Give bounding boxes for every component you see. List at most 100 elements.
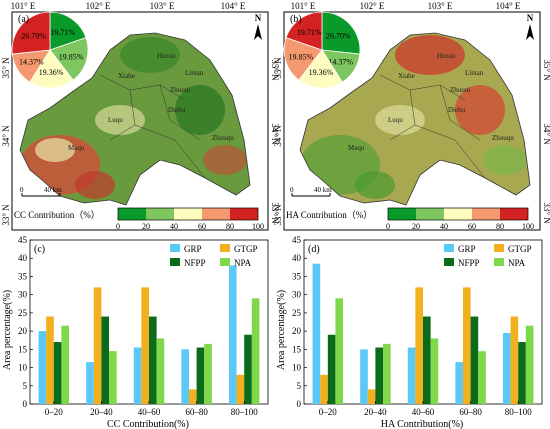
- map-a-legend-tick-60: 60: [198, 222, 206, 231]
- chart-c-xtick-label-1: 0–20: [45, 407, 64, 417]
- map-b-lon-tick-3: 103° E: [428, 1, 453, 11]
- chart-c-bar-grp-4: [181, 349, 189, 404]
- chart-c-bar-npa-5: [251, 298, 260, 404]
- map-b-legend-tick-40: 40: [440, 222, 448, 231]
- map-b-pie-label-5: 19.71%: [297, 28, 322, 37]
- chart-d-legend-swatch-npa: [494, 258, 504, 266]
- map-a-place-5: Luqu: [108, 116, 123, 124]
- map-b-place-3: Lintan: [465, 69, 484, 77]
- chart-d-legend-label-grp: GRP: [458, 244, 476, 254]
- chart-c-ytick-label: 30: [18, 290, 28, 300]
- map-a-legend-tick-40: 40: [170, 222, 178, 231]
- map-a-colorbar: [117, 207, 259, 221]
- chart-c-bar-npa-4: [204, 343, 212, 404]
- chart-d-bar-nfpp-3: [423, 316, 431, 404]
- chart-d-bar-npa-3: [430, 338, 439, 404]
- chart-d-ytick-label: 15: [292, 344, 302, 354]
- chart-d-ytick-label: 5: [297, 381, 302, 391]
- chart-c-bar-gtgp-1: [46, 316, 54, 404]
- map-b-place-1: Hezuo: [437, 52, 456, 60]
- chart-c-bar-nfpp-5: [244, 334, 252, 404]
- chart-d-bar-grp-4: [455, 362, 463, 404]
- chart-c-bar-npa-1: [61, 325, 70, 404]
- chart-d-bar-gtgp-4: [462, 287, 471, 404]
- map-a-pie-slice-2: [49, 37, 89, 81]
- map-panel-a: 101° E 102° E 103° E 104° E 35° N 34° N …: [1, 1, 280, 231]
- map-a-legend-tick-100: 100: [252, 222, 264, 231]
- chart-c-bar-grp-2: [86, 362, 94, 404]
- chart-c-bar-gtgp-5: [236, 374, 245, 404]
- chart-d-legend-label-gtgp: GTGP: [508, 244, 532, 254]
- chart-d-legend-swatch-grp: [444, 244, 454, 252]
- chart-c-bar-gtgp-2: [93, 287, 102, 404]
- map-a-scale-zero: 0: [20, 186, 24, 194]
- chart-d-legend-label-nfpp: NFPP: [458, 258, 480, 268]
- chart-c-ytick-label: 40: [18, 253, 28, 263]
- map-b-lat-right-tick-3: 33° N: [542, 202, 550, 224]
- map-b-pie-label-2: 14.37%: [328, 58, 353, 67]
- chart-c-bar-gtgp-3: [141, 287, 149, 404]
- map-b-colorbar-80-100: [500, 208, 528, 220]
- map-a-colorbar-40-60: [174, 208, 202, 220]
- chart-c-bar-grp-3: [133, 347, 142, 404]
- chart-c-legend-swatch-npa: [220, 258, 230, 266]
- chart-c-bar-nfpp-4: [196, 347, 205, 404]
- chart-d-ytick-label: 0: [297, 399, 302, 409]
- map-a-lon-tick-4: 104° E: [221, 1, 246, 11]
- map-panel-b: 101° E 102° E 103° E 104° E 35° N 34° N …: [273, 1, 550, 231]
- map-a-pie-label-2: 19.85%: [59, 52, 84, 61]
- chart-d-bar-npa-1: [335, 298, 344, 404]
- map-b-pie-label-1: 26.70%: [326, 31, 351, 40]
- map-a-lat-right-tick-1: 35° N: [270, 59, 280, 81]
- map-b-lat-tick-3: 33° N: [273, 204, 283, 226]
- map-b-lat-tick-1: 35° N: [273, 57, 283, 79]
- chart-d-bar-npa-5: [525, 325, 534, 404]
- chart-d-bar-grp-3: [407, 347, 416, 404]
- chart-c-legend-swatch-nfpp: [170, 258, 180, 266]
- chart-c-xtick-label-2: 20–40: [90, 407, 113, 417]
- map-a-lat-right-tick-2: 34° N: [270, 123, 280, 145]
- map-b-scale-zero: 0: [290, 186, 294, 194]
- chart-d-bar-nfpp-4: [470, 316, 479, 404]
- map-a-colorbar-0-20: [118, 208, 146, 220]
- bar-chart-d: Area percentage(%) HA Contribution(%) 0 5…: [276, 235, 543, 429]
- chart-c-bar-npa-3: [156, 338, 165, 404]
- chart-d-xtick-label-5: 80–100: [505, 407, 533, 417]
- map-b-county-lines: [379, 74, 486, 179]
- map-a-boundary: [19, 32, 251, 206]
- map-b-place-5: Luqu: [388, 116, 403, 124]
- map-a-lon-tick-2: 102° E: [86, 1, 111, 11]
- map-b-pie-slice-1: [321, 11, 361, 55]
- map-b-lat-right-tick-2: 34° N: [542, 123, 550, 145]
- map-a-legend-title: CC Contribution（%）: [14, 210, 100, 220]
- bar-chart-c: Area percentage(%) CC Contribution(%) 0 5…: [2, 235, 269, 429]
- map-a-colorbar-80-100: [230, 208, 258, 220]
- chart-d-xtick-label-1: 0–20: [319, 407, 338, 417]
- chart-d-xlabel: HA Contribution(%): [381, 419, 464, 429]
- chart-d-ytick-label: 30: [292, 290, 302, 300]
- chart-d-xtick-label-2: 20–40: [364, 407, 387, 417]
- map-a-place-6: Maqu: [68, 144, 85, 152]
- chart-d-legend-swatch-nfpp: [444, 258, 454, 266]
- map-b-place-4: Zhuoni: [450, 86, 470, 94]
- map-a-legend-tick-0: 0: [116, 222, 120, 231]
- map-b-legend-title: HA Contribution（%）: [286, 210, 372, 220]
- chart-c-legend-label-grp: GRP: [184, 244, 202, 254]
- map-a-place-7: Diebu: [168, 106, 186, 114]
- chart-c-xlabel: CC Contribution(%): [107, 419, 189, 429]
- chart-d-legend-label-npa: NPA: [508, 258, 526, 268]
- map-b-pie-slice-5: [285, 11, 323, 51]
- chart-d-ylabel: Area percentage(%): [276, 290, 287, 370]
- chart-d-ytick-label: 45: [292, 235, 302, 245]
- map-a-pie-label-4: 14.37%: [19, 58, 44, 67]
- map-a-lon-tick-1: 101° E: [11, 1, 36, 11]
- map-b-pie-chart: 26.70% 14.37%19.36% 19.85% 19.71%: [283, 11, 361, 89]
- chart-c-bar-gtgp-4: [188, 389, 197, 404]
- chart-d-bar-gtgp-3: [415, 287, 423, 404]
- chart-d-bar-grp-1: [312, 263, 321, 404]
- map-b-legend-tick-100: 100: [522, 222, 534, 231]
- map-a-lat-tick-3: 33° N: [1, 204, 11, 226]
- chart-d-ytick-label: 20: [292, 326, 302, 336]
- chart-c-ylabel: Area percentage(%): [2, 290, 13, 370]
